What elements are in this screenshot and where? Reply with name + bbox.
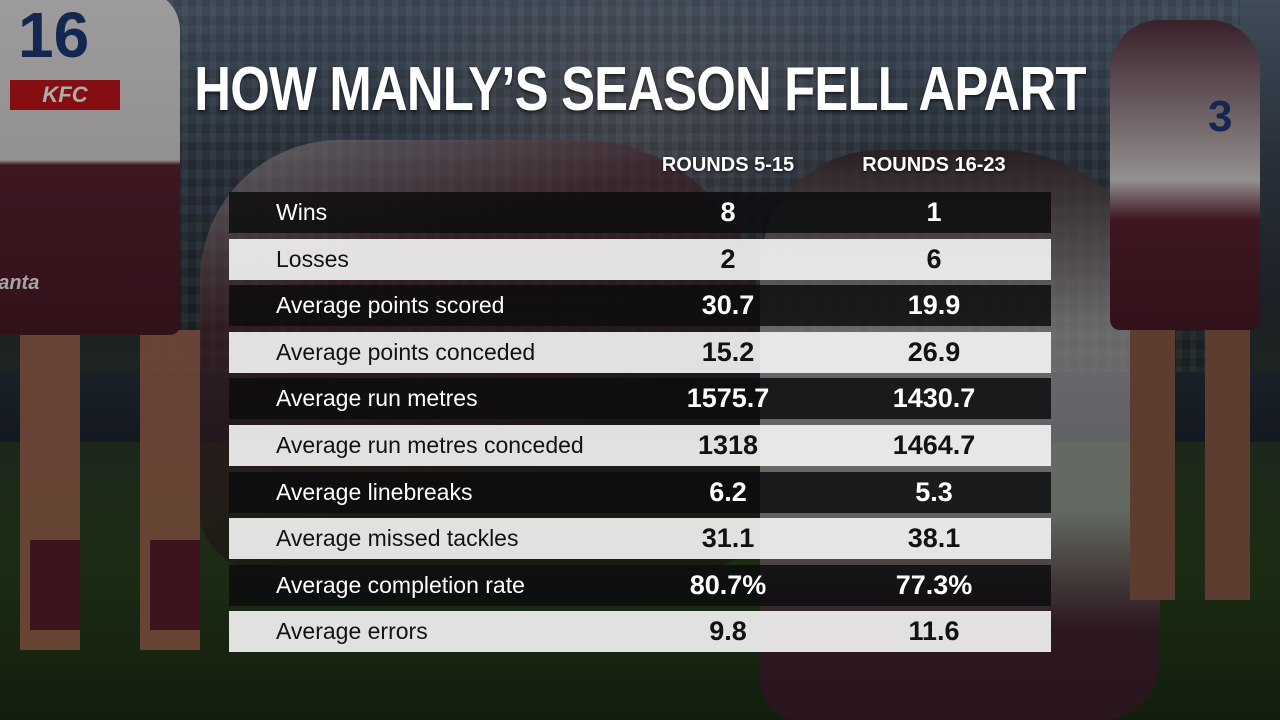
value-rounds-16-23: 19.9 <box>907 290 961 321</box>
value-rounds-5-15: 2 <box>720 243 736 274</box>
table-row: Average linebreaks 6.2 5.3 <box>229 471 1051 513</box>
table-row: Wins 8 1 <box>229 192 1051 233</box>
row-label: Average points scored <box>276 292 505 319</box>
left-player: 16 KFC Zanta <box>0 0 180 335</box>
value-rounds-5-15: 30.7 <box>701 290 755 321</box>
value-rounds-16-23: 77.3% <box>895 569 973 600</box>
page-title: HOW MANLY’S SEASON FELL APART <box>194 55 1086 124</box>
row-label: Average run metres <box>276 385 478 412</box>
row-label: Average linebreaks <box>276 478 473 505</box>
value-rounds-5-15: 1318 <box>697 429 759 460</box>
table-row: Average completion rate 80.7% 77.3% <box>229 564 1051 606</box>
value-rounds-5-15: 1575.7 <box>686 383 770 414</box>
column-header-rounds-16-23: ROUNDS 16-23 <box>862 154 1006 176</box>
row-label: Losses <box>276 245 349 272</box>
left-jersey-number: 16 <box>18 0 90 71</box>
value-rounds-5-15: 6.2 <box>709 476 747 507</box>
value-rounds-16-23: 1464.7 <box>892 429 976 460</box>
value-rounds-16-23: 6 <box>926 243 942 274</box>
row-label: Wins <box>276 199 328 225</box>
right-player: 3 <box>1110 20 1260 330</box>
left-sponsor-logo: KFC <box>10 80 120 110</box>
row-label: Average missed tackles <box>276 525 519 552</box>
value-rounds-5-15: 80.7% <box>689 569 767 600</box>
value-rounds-16-23: 1430.7 <box>892 383 976 414</box>
left-player-socks <box>30 540 200 630</box>
table-row: Average run metres conceded 1318 1464.7 <box>229 424 1051 466</box>
value-rounds-16-23: 11.6 <box>908 616 960 647</box>
value-rounds-5-15: 8 <box>720 197 736 227</box>
value-rounds-16-23: 1 <box>926 197 942 227</box>
value-rounds-16-23: 26.9 <box>907 336 961 367</box>
table-row: Average points scored 30.7 19.9 <box>229 285 1051 327</box>
value-rounds-5-15: 15.2 <box>701 336 755 367</box>
left-shorts-logo: Zanta <box>0 272 40 294</box>
column-header-rounds-5-15: ROUNDS 5-15 <box>661 154 795 176</box>
value-rounds-16-23: 5.3 <box>915 476 953 507</box>
table-row: Average missed tackles 31.1 38.1 <box>229 518 1051 560</box>
row-label: Average errors <box>276 618 428 645</box>
row-label: Average completion rate <box>276 571 525 598</box>
value-rounds-5-15: 31.1 <box>701 523 755 554</box>
row-label: Average run metres conceded <box>276 431 584 458</box>
row-label: Average points conceded <box>276 338 536 365</box>
value-rounds-5-15: 9.8 <box>709 616 747 647</box>
table-row: Average errors 9.8 11.6 <box>229 611 1051 653</box>
table-row: Average run metres 1575.7 1430.7 <box>229 378 1051 420</box>
table-row: Losses 2 6 <box>229 238 1051 280</box>
stats-table: Wins 8 1 Losses 2 6 Average points scored 30.7 1… <box>229 192 1051 658</box>
right-player-legs <box>1130 320 1250 600</box>
table-row: Average points conceded 15.2 26.9 <box>229 331 1051 373</box>
right-jersey-number: 3 <box>1208 92 1233 141</box>
value-rounds-16-23: 38.1 <box>907 523 961 554</box>
